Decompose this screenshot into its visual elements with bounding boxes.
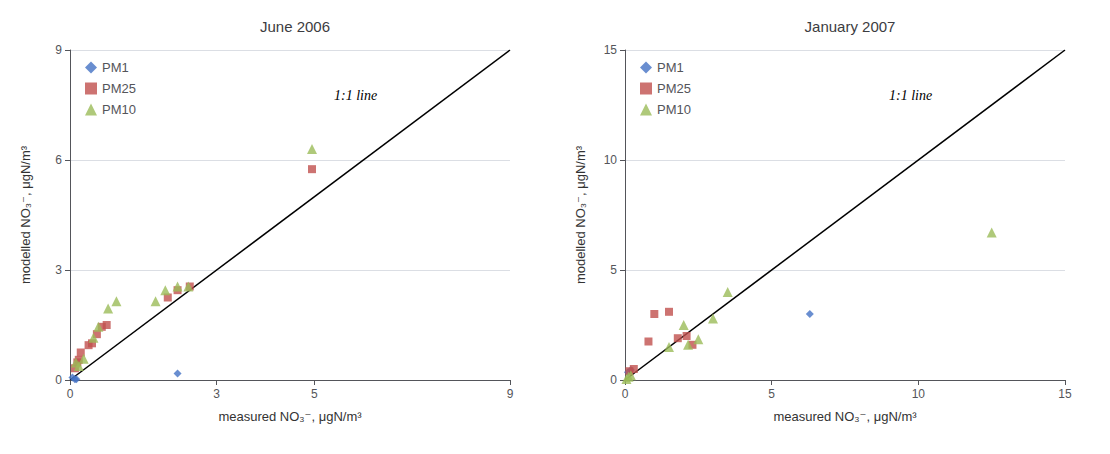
svg-text:0: 0: [610, 373, 617, 387]
svg-text:PM10: PM10: [657, 102, 691, 117]
svg-text:PM1: PM1: [657, 60, 684, 75]
svg-text:5: 5: [311, 387, 318, 401]
svg-text:modelled NO₃⁻, μgN/m³: modelled NO₃⁻, μgN/m³: [18, 145, 33, 284]
svg-text:6: 6: [55, 153, 62, 167]
svg-text:3: 3: [55, 263, 62, 277]
svg-text:5: 5: [610, 263, 617, 277]
svg-text:9: 9: [55, 43, 62, 57]
svg-text:15: 15: [1058, 387, 1072, 401]
svg-text:0: 0: [622, 387, 629, 401]
svg-text:PM10: PM10: [102, 102, 136, 117]
svg-text:15: 15: [604, 43, 618, 57]
svg-text:1:1 line: 1:1 line: [889, 88, 932, 103]
svg-text:3: 3: [213, 387, 220, 401]
svg-text:modelled NO₃⁻, μgN/m³: modelled NO₃⁻, μgN/m³: [573, 145, 588, 284]
svg-text:0: 0: [67, 387, 74, 401]
svg-text:measured NO₃⁻, μgN/m³: measured NO₃⁻, μgN/m³: [218, 409, 362, 424]
svg-text:10: 10: [604, 153, 618, 167]
svg-text:PM1: PM1: [102, 60, 129, 75]
svg-text:June 2006: June 2006: [260, 18, 330, 35]
svg-text:measured NO₃⁻, μgN/m³: measured NO₃⁻, μgN/m³: [773, 409, 917, 424]
svg-text:5: 5: [768, 387, 775, 401]
svg-text:0: 0: [55, 373, 62, 387]
svg-text:PM25: PM25: [657, 81, 691, 96]
svg-text:10: 10: [912, 387, 926, 401]
svg-text:9: 9: [507, 387, 514, 401]
svg-text:PM25: PM25: [102, 81, 136, 96]
svg-text:January 2007: January 2007: [805, 18, 896, 35]
svg-text:1:1 line: 1:1 line: [334, 88, 377, 103]
